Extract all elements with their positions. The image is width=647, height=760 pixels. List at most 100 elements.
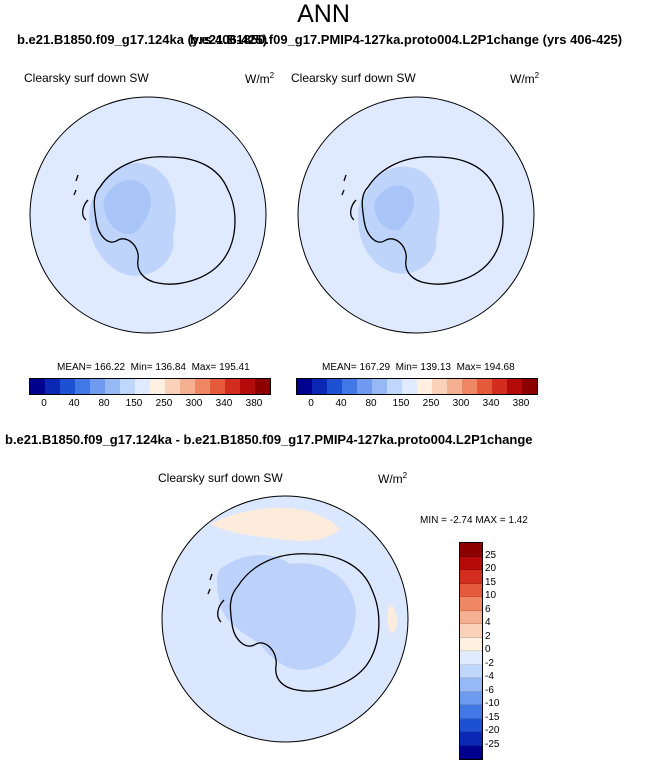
difference-colorbar-label: 0 [485, 644, 491, 655]
difference-colorbar-label: -20 [485, 725, 500, 736]
difference-colorbar-label: -6 [485, 684, 494, 696]
panel-1-polar-map [29, 96, 267, 334]
difference-units: W/m2 [378, 471, 408, 486]
panel-2-colorbar-swatch [402, 379, 417, 394]
difference-colorbar-label: -25 [485, 738, 500, 750]
difference-positive-region-north [210, 507, 340, 541]
difference-colorbar-swatch [460, 543, 482, 557]
difference-min: -2.74 [449, 515, 473, 526]
panel-2-max: 194.68 [484, 362, 515, 373]
difference-colorbar-label: 10 [485, 590, 497, 601]
difference-colorbar-swatch [460, 570, 482, 584]
panel-2-map-border [297, 96, 535, 334]
panel-2-colorbar-label: 250 [422, 398, 440, 409]
difference-colorbar-swatch [460, 651, 482, 665]
panel-1-colorbar-label: 40 [68, 398, 80, 409]
difference-colorbar-label: -15 [485, 711, 500, 723]
panel-1-colorbar-swatch [75, 379, 90, 394]
difference-colorbar-swatch [460, 610, 482, 624]
panel-2-colorbar-swatch [387, 379, 402, 394]
panel-2-colorbar-label: 40 [335, 398, 347, 409]
difference-colorbar-swatch [460, 705, 482, 719]
panel-1-colorbar-label: 80 [98, 398, 110, 409]
panel-2-units: W/m2 [510, 71, 540, 86]
difference-colorbar-swatch [460, 624, 482, 638]
panel-1-colorbar-swatch [60, 379, 75, 394]
panel-1-colorbar-swatch [45, 379, 60, 394]
panel-2-lower-region [374, 185, 415, 231]
panel-1-colorbar-swatch [30, 379, 45, 394]
difference-colorbar-swatch [460, 556, 482, 570]
difference-colorbar-swatch [460, 597, 482, 611]
panel-1-colorbar-label: 380 [245, 398, 263, 409]
panel-2-colorbar-swatch [522, 379, 537, 394]
panel-1-antarctica-coastline [73, 156, 236, 285]
difference-polar-map [161, 495, 409, 743]
panel-2-colorbar-swatch [357, 379, 372, 394]
panel-2-colorbar-swatch [372, 379, 387, 394]
difference-antarctica-coastline [207, 553, 380, 692]
panel-1-colorbar-swatch [135, 379, 150, 394]
difference-colorbar-label: 15 [485, 576, 497, 588]
difference-colorbar-label: 20 [485, 563, 497, 574]
panel-1-colorbar-swatch [195, 379, 210, 394]
panel-1-case-title: b.e21.B1850.f09_g17.124ka (yrs 406-425) [17, 32, 268, 47]
panel-2-variable-label: Clearsky surf down SW [291, 71, 416, 85]
panel-1-colorbar-label: 300 [185, 398, 203, 409]
panel-1-units: W/m2 [245, 71, 275, 86]
panel-1-colorbar-swatch [90, 379, 105, 394]
difference-map-border [161, 495, 409, 743]
difference-colorbar-swatch [460, 583, 482, 597]
panel-1-lower-region [103, 179, 151, 235]
panel-2-colorbar-swatch [327, 379, 342, 394]
panel-1-variable-label: Clearsky surf down SW [24, 71, 149, 85]
difference-colorbar-swatch [460, 664, 482, 678]
panel-1-colorbar-swatch [120, 379, 135, 394]
difference-colorbar-swatch [460, 637, 482, 651]
panel-1-mean: 166.22 [94, 362, 126, 373]
difference-colorbar-swatch [460, 745, 482, 759]
panel-1-min: 136.84 [155, 362, 186, 373]
difference-colorbar-label: -10 [485, 698, 500, 709]
difference-max: 1.42 [508, 515, 528, 526]
panel-2-colorbar-label: 300 [452, 398, 470, 409]
panel-2-polar-map [297, 96, 535, 334]
difference-colorbar-label: -2 [485, 657, 494, 669]
panel-1-colorbar-swatch [210, 379, 225, 394]
difference-colorbar-label: 2 [485, 630, 491, 642]
panel-1-colorbar-swatch [255, 379, 270, 394]
panel-1-colorbar-swatch [225, 379, 240, 394]
panel-2-colorbar-label: 380 [512, 398, 530, 409]
panel-2-colorbar-label: 0 [308, 398, 314, 409]
panel-1-colorbar-swatch [240, 379, 255, 394]
panel-2-colorbar-swatch [492, 379, 507, 394]
panel-2-colorbar-swatch [432, 379, 447, 394]
panel-2-colorbar-swatch [312, 379, 327, 394]
panel-1-colorbar-label: 0 [41, 398, 47, 409]
panel-2-colorbar-swatch [297, 379, 312, 394]
difference-colorbar [459, 542, 483, 760]
panel-1-colorbar-swatch [165, 379, 180, 394]
panel-2-colorbar-swatch [477, 379, 492, 394]
panel-1-colorbar-label: 340 [215, 398, 233, 409]
panel-2-colorbar-label: 340 [482, 398, 500, 409]
difference-colorbar-label: -4 [485, 671, 494, 682]
panel-2-colorbar-swatch [447, 379, 462, 394]
panel-1-map-border [29, 96, 267, 334]
difference-negative-region [216, 554, 356, 670]
panel-2-case-title: b.e21.B1850.f09_g17.PMIP4-127ka.proto004… [190, 32, 623, 47]
difference-min-max: MIN = -2.74 MAX = 1.42 [420, 515, 528, 526]
figure-title: ANN [297, 0, 350, 28]
difference-colorbar-label: 4 [485, 617, 491, 628]
panel-1-colorbar-label: 150 [125, 398, 143, 409]
difference-title: b.e21.B1850.f09_g17.124ka - b.e21.B1850.… [5, 432, 533, 447]
panel-1-colorbar-swatch [180, 379, 195, 394]
panel-1-stats: MEAN= 166.22 Min= 136.84 Max= 195.41 [57, 362, 250, 373]
panel-1-colorbar-swatch [150, 379, 165, 394]
panel-2-mean: 167.29 [359, 362, 391, 373]
difference-colorbar-swatch [460, 678, 482, 692]
panel-2-colorbar-label: 80 [365, 398, 377, 409]
difference-colorbar-label: 25 [485, 549, 497, 561]
difference-colorbar-swatch [460, 732, 482, 746]
panel-1-colorbar-swatch [105, 379, 120, 394]
